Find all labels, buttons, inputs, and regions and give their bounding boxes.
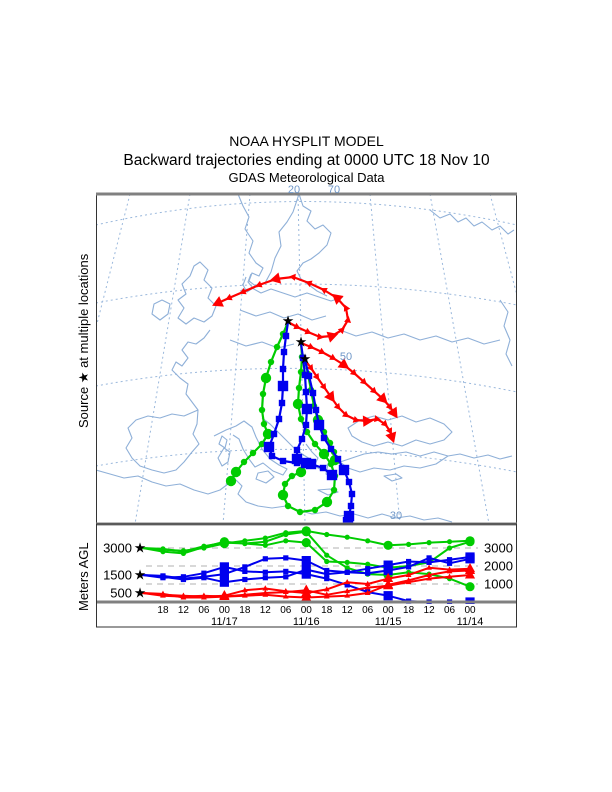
trajectory-red-1: [212, 272, 352, 343]
source-star-icon: ★: [133, 566, 147, 583]
time-tick-3: 00: [218, 605, 230, 616]
graticule-label-30: 30: [389, 510, 403, 522]
trajectory-blue-2: [291, 341, 313, 469]
time-tick-14: 06: [443, 605, 456, 616]
coastline-ireland: [151, 299, 171, 321]
time-tick-13: 12: [423, 605, 435, 616]
time-tick-4: 18: [239, 605, 251, 616]
map-trajectories: [212, 272, 398, 524]
coastline-france: [171, 329, 211, 411]
time-tick-12: 18: [403, 605, 415, 616]
time-tick-10: 06: [362, 605, 374, 616]
time-tick-15: 00: [464, 605, 476, 616]
height-series-source3-500m-red: [141, 564, 476, 601]
height-right-label-3000: 3000: [484, 540, 513, 556]
borders-central-europe: [229, 309, 501, 349]
trajectory-green-1: [225, 320, 290, 487]
coastline-blacksea: [347, 415, 453, 447]
trajectory-red-3: [303, 358, 397, 444]
coastline-cyprus: [383, 473, 403, 482]
height-series-source3-1500m-blue: [141, 552, 475, 587]
page-subtitle: Backward trajectories ending at 0000 UTC…: [123, 151, 490, 169]
coastline-uk: [177, 261, 217, 325]
source-star-icon: ★: [133, 539, 147, 556]
time-tick-2: 06: [198, 605, 210, 616]
time-tick-0: 18: [157, 605, 169, 616]
coastline-scandinavia: [237, 194, 300, 288]
date-label-11-17: 11/17: [211, 616, 238, 628]
time-tick-6: 06: [280, 605, 292, 616]
height-side-label: Meters AGL: [76, 542, 91, 611]
page-title: NOAA HYSPLIT MODEL: [229, 133, 384, 149]
time-tick-7: 00: [300, 605, 312, 616]
coastline-sardinia: [217, 447, 231, 467]
height-panel: [96, 523, 517, 628]
source-star-icon: ★: [133, 584, 147, 601]
time-tick-1: 12: [177, 605, 189, 616]
coastline-baltic-south: [239, 287, 344, 302]
source-star-icon: ★: [298, 350, 312, 367]
coastline-sicily: [255, 470, 275, 484]
source-star-icon: ★: [294, 333, 308, 350]
time-tick-8: 18: [321, 605, 333, 616]
met-data-label: GDAS Meteorological Data: [228, 169, 385, 185]
height-left-label-1500: 1500: [103, 567, 132, 583]
map-side-label: Source ★ at multiple locations: [76, 253, 91, 428]
coastline-east-detail: [429, 209, 515, 235]
coastline-turkey: [339, 451, 513, 463]
time-tick-5: 12: [259, 605, 271, 616]
time-tick-9: 12: [341, 605, 353, 616]
time-tick-11: 00: [382, 605, 394, 616]
trajectory-red-2: [299, 341, 398, 419]
coastline-caspian: [499, 299, 513, 367]
trajectory-blue-3: [303, 358, 356, 524]
date-label-11-15: 11/15: [374, 616, 402, 628]
height-series: [141, 526, 476, 604]
coastline-crete: [317, 488, 339, 496]
height-right-label-1000: 1000: [484, 576, 513, 592]
coastlines: [96, 194, 515, 523]
height-left-label-3000: 3000: [103, 540, 132, 556]
date-label-11-14: 11/14: [456, 616, 484, 628]
height-right-label-2000: 2000: [484, 558, 513, 574]
coastline-iberia: [125, 409, 200, 474]
height-frame: [96, 523, 517, 628]
coastline-corsica: [218, 435, 228, 449]
graticule-label-50: 50: [339, 351, 353, 363]
title-block: NOAA HYSPLIT MODEL Backward trajectories…: [96, 133, 517, 186]
coastline-turkey-south: [339, 455, 449, 473]
graticule-label-70: 70: [327, 184, 341, 196]
map-panel: [96, 194, 517, 524]
coastline-greece: [305, 443, 335, 479]
height-left-label-500: 500: [110, 585, 132, 601]
date-label-11-16: 11/16: [292, 616, 320, 628]
coastline-north-africa: [96, 469, 453, 523]
source-star-icon: ★: [281, 312, 295, 329]
graticule-label-20: 20: [287, 184, 301, 196]
